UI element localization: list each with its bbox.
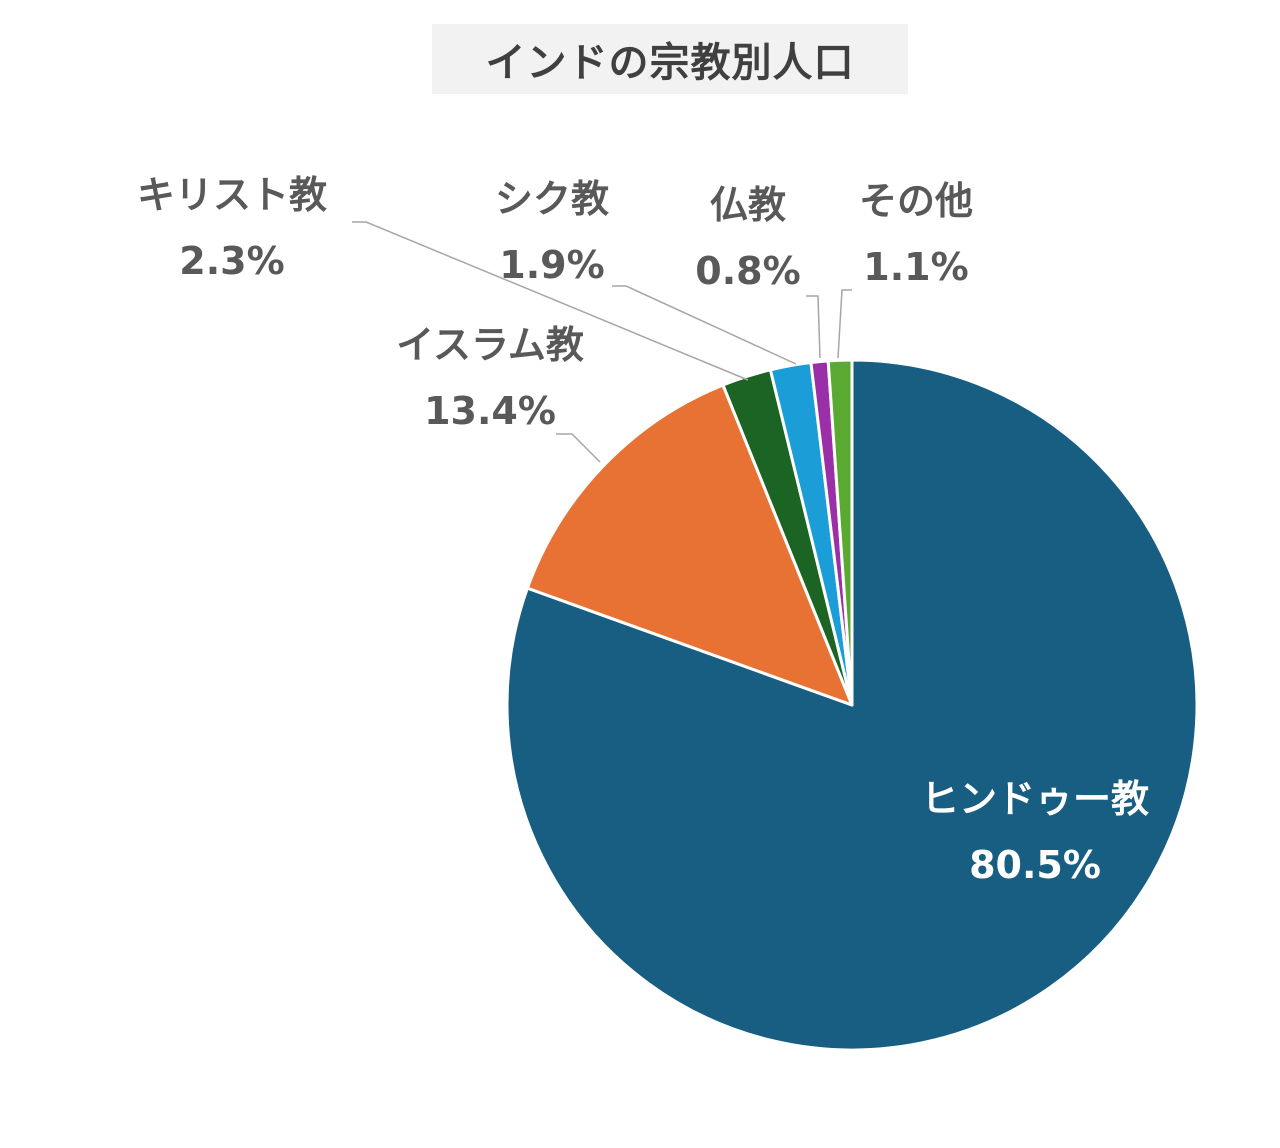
pie-slice (826, 358, 854, 707)
slice-label: その他 (859, 179, 973, 223)
slice-label: キリスト教 (137, 173, 327, 217)
slice-value-label: 0.8% (695, 249, 800, 293)
leader-line (612, 285, 797, 365)
leader-line (352, 221, 749, 381)
slice-value-label: 2.3% (179, 239, 284, 283)
slice-value-label: 1.1% (863, 245, 968, 289)
slice-label: ヒンドゥー教 (921, 777, 1149, 821)
slice-label: イスラム教 (396, 323, 584, 367)
pie-slice (525, 383, 854, 707)
slice-label: シク教 (495, 177, 609, 221)
slice-value-label: 13.4% (424, 389, 556, 433)
slice-value-label: 1.9% (499, 243, 604, 287)
leader-line (806, 295, 821, 359)
leader-line (837, 289, 852, 359)
slice-label: 仏教 (710, 183, 786, 227)
leader-line (556, 433, 601, 463)
slice-value-label: 80.5% (969, 843, 1101, 887)
chart-title: インドの宗教別人口 (432, 24, 908, 94)
